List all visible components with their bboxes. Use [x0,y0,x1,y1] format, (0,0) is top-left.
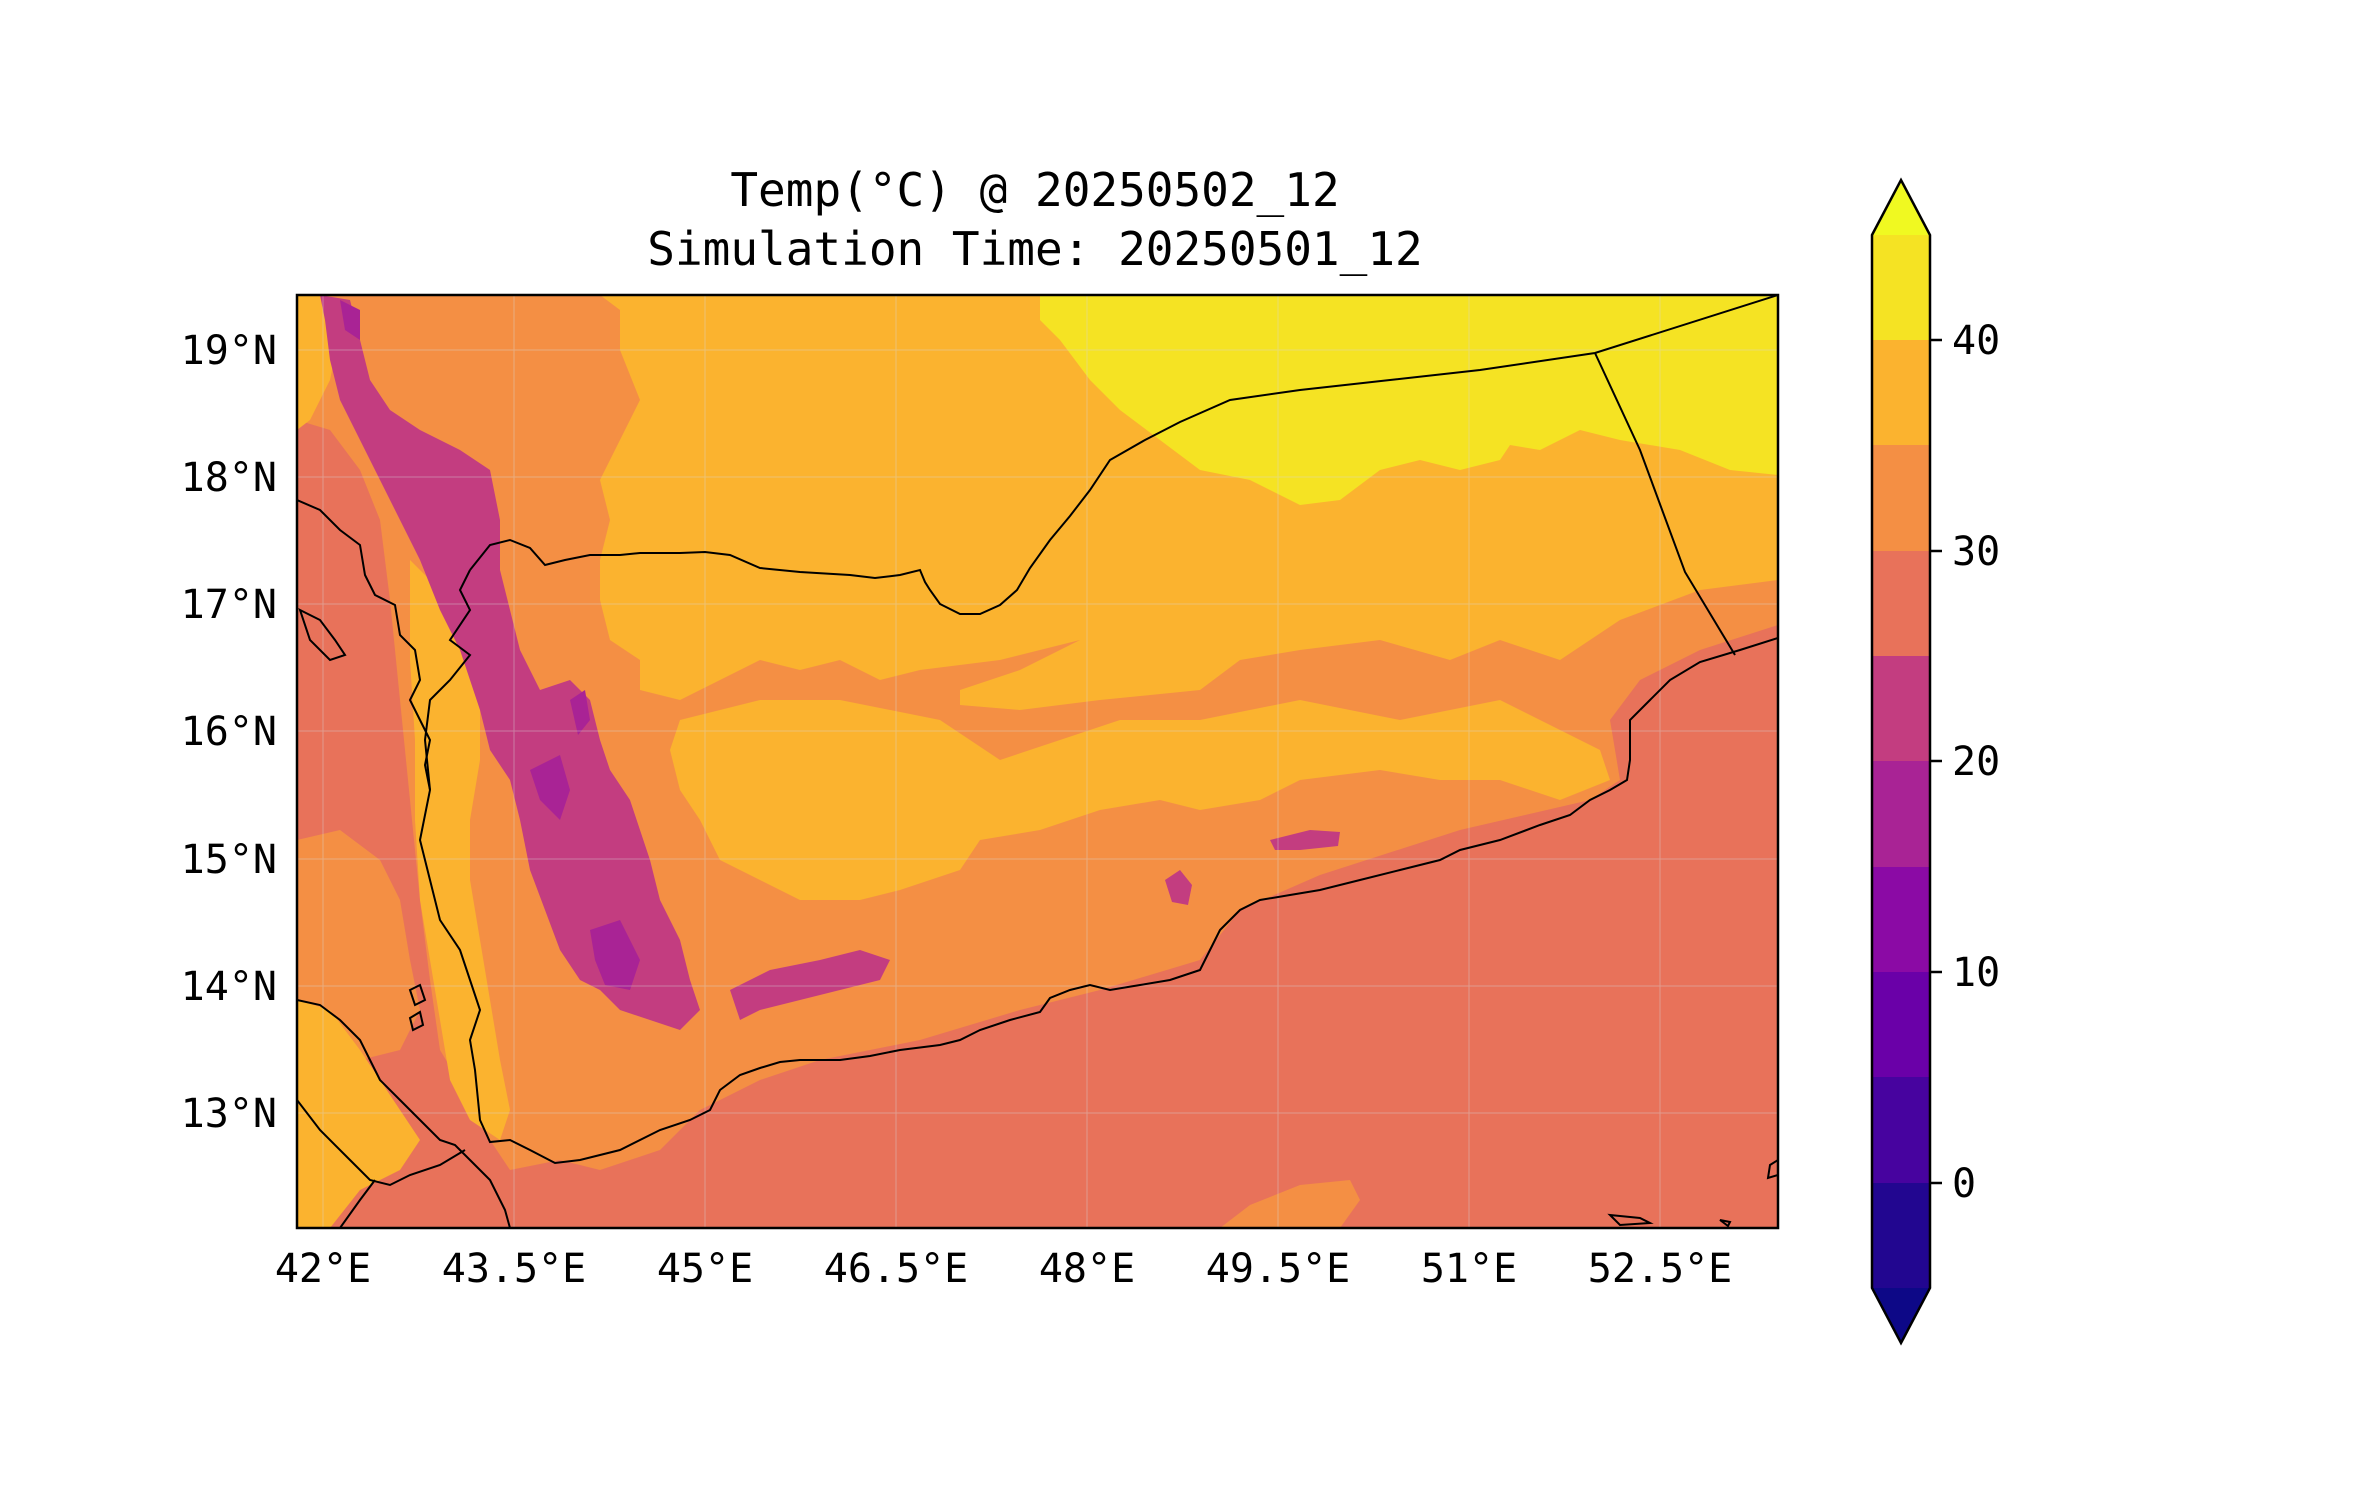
lat-tick-labels: 19°N 18°N 17°N 16°N 15°N 14°N 13°N [181,328,277,1137]
lon-tick-label: 45°E [657,1246,753,1292]
map-frame [295,293,1780,1230]
field-35-40-plateau [670,700,1610,900]
lat-tick-label: 19°N [181,328,277,374]
field-20-25-dot [1165,870,1192,905]
colorbar-extend-min [1872,1288,1930,1343]
temperature-map [297,295,1778,1228]
field-20-25 [320,295,700,1030]
colorbar-outline [1870,177,1932,1346]
lat-tick-label: 13°N [181,1091,277,1137]
lat-tick-label: 14°N [181,964,277,1010]
colorbar-segment [1872,235,1930,340]
border-djibouti [297,1099,466,1187]
field-40-45 [1040,295,1778,505]
colorbar-tick-label: 40 [1952,318,2000,364]
coast-africa [297,999,511,1228]
lon-tick-label: 49.5°E [1206,1246,1351,1292]
colorbar-segment [1872,656,1930,761]
colorbar-tick-label: 30 [1952,529,2000,575]
field-35-40-africa [297,1000,420,1228]
gridlines [297,295,1778,1228]
colorbar-segment [1872,340,1930,445]
field-20-25-small [1270,830,1340,850]
coastlines-borders [297,295,1778,1228]
lat-tick-label: 17°N [181,582,277,628]
colorbar-segment [1872,761,1930,867]
lon-tick-label: 48°E [1039,1246,1135,1292]
lat-tick-label: 18°N [181,455,277,501]
lon-tick-labels: 42°E 43.5°E 45°E 46.5°E 48°E 49.5°E 51°E… [275,1246,1732,1292]
field-30-35-south [1220,1180,1360,1228]
colorbar-segment [1872,551,1930,656]
coastline-yemen [469,295,1778,615]
border-yemen-oman [1594,352,1736,656]
islands-kamaran [408,983,427,1032]
field-15-20-north [340,300,360,340]
colorbar-tick-label: 0 [1952,1161,1976,1207]
field-20-25-east [730,950,890,1020]
lon-tick-label: 46.5°E [824,1246,969,1292]
colorbar: 40 30 20 10 0 [1870,177,2000,1346]
islands-farasan [298,608,347,662]
field-15-20 [530,690,640,990]
field-30-35-west [297,830,420,1060]
coast-yemen-south [418,569,1778,1165]
colorbar-extend-max [1872,180,1930,235]
colorbar-segment [1872,445,1930,551]
colorbar-segment [1872,972,1930,1077]
colorbar-tick-label: 20 [1952,739,2000,785]
lat-tick-label: 16°N [181,709,277,755]
field-35-40-tihama [410,560,510,1140]
lon-tick-label: 52.5°E [1588,1246,1733,1292]
island-east [1607,1158,1778,1228]
figure-title-line1: Temp(°C) @ 20250502_12 [730,163,1340,217]
lon-tick-label: 42°E [275,1246,371,1292]
coast-eritrea [297,499,432,791]
colorbar-segment [1872,867,1930,972]
lon-tick-label: 51°E [1421,1246,1517,1292]
lon-tick-label: 43.5°E [442,1246,587,1292]
colorbar-segment [1872,1183,1930,1288]
figure-title-line2: Simulation Time: 20250501_12 [647,222,1423,276]
colorbar-tick-label: 10 [1952,950,2000,996]
border-africa-inner [339,1179,376,1228]
colorbar-segment [1872,1077,1930,1183]
lat-tick-label: 15°N [181,837,277,883]
